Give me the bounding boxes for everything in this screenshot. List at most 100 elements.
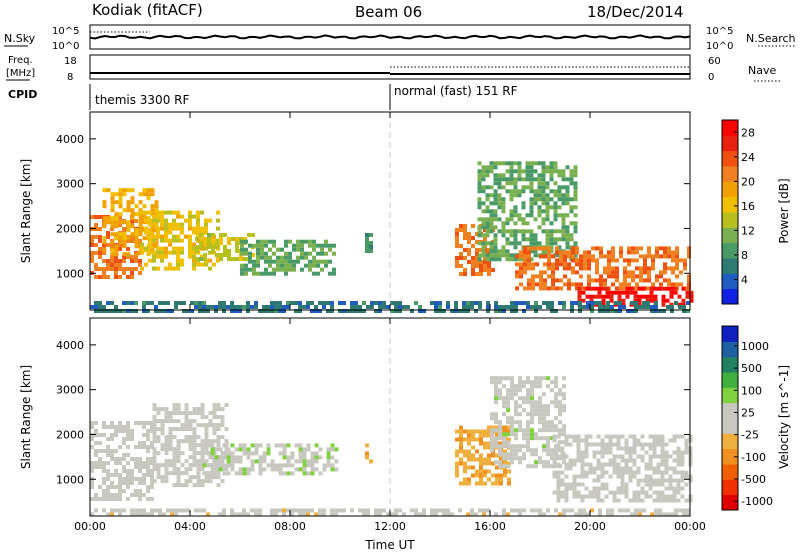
heatmap-cell bbox=[636, 442, 641, 447]
heatmap-cell bbox=[604, 446, 609, 451]
colorbar-swatch bbox=[722, 464, 738, 480]
heatmap-cell bbox=[196, 443, 201, 448]
heatmap-cell bbox=[154, 244, 159, 249]
heatmap-cell bbox=[592, 478, 597, 483]
heatmap-cell bbox=[334, 447, 339, 452]
heatmap-cell bbox=[578, 512, 582, 517]
heatmap-cell bbox=[176, 266, 180, 271]
heatmap-cell bbox=[535, 262, 539, 267]
heatmap-cell bbox=[204, 435, 209, 440]
heatmap-cell bbox=[494, 460, 498, 465]
heatmap-cell bbox=[270, 301, 274, 305]
heatmap-cell bbox=[199, 257, 203, 261]
colorbar-tick-label: -500 bbox=[741, 473, 766, 486]
heatmap-cell bbox=[560, 482, 565, 487]
heatmap-cell bbox=[538, 456, 542, 461]
heatmap-cell bbox=[594, 301, 598, 305]
heatmap-cell bbox=[634, 508, 638, 513]
heatmap-cell bbox=[274, 443, 279, 448]
heatmap-cell bbox=[110, 473, 114, 477]
heatmap-cell bbox=[490, 416, 494, 421]
heatmap-cell bbox=[678, 508, 682, 513]
heatmap-cell bbox=[110, 216, 115, 221]
heatmap-cell bbox=[670, 305, 674, 309]
heatmap-cell bbox=[471, 236, 475, 240]
heatmap-cell bbox=[509, 177, 514, 182]
heatmap-cell bbox=[539, 270, 543, 275]
heatmap-cell bbox=[94, 275, 98, 279]
heatmap-cell bbox=[478, 508, 482, 513]
heatmap-cell bbox=[621, 290, 626, 295]
heatmap-cell bbox=[479, 433, 483, 438]
heatmap-cell bbox=[533, 237, 538, 242]
heatmap-cell bbox=[668, 474, 673, 479]
heatmap-cell bbox=[219, 241, 223, 245]
heatmap-cell bbox=[192, 250, 196, 255]
heatmap-cell bbox=[126, 421, 130, 425]
heatmap-cell bbox=[509, 161, 514, 166]
heatmap-cell bbox=[126, 255, 130, 259]
heatmap-cell bbox=[200, 479, 205, 484]
heatmap-cell bbox=[114, 259, 118, 263]
heatmap-cell bbox=[158, 309, 162, 313]
heatmap-cell bbox=[224, 467, 229, 472]
heatmap-cell bbox=[559, 278, 563, 283]
heatmap-cell bbox=[222, 309, 226, 313]
heatmap-cell bbox=[552, 474, 557, 479]
colorbar-tick-label: 100 bbox=[741, 384, 762, 397]
heatmap-cell bbox=[507, 425, 511, 430]
heatmap-cell bbox=[676, 482, 681, 487]
heatmap-cell bbox=[634, 305, 638, 309]
heatmap-cell bbox=[510, 452, 514, 457]
y-tick-label: 3000 bbox=[56, 384, 84, 397]
heatmap-cell bbox=[114, 469, 118, 473]
heatmap-cell bbox=[146, 236, 151, 241]
heatmap-cell bbox=[559, 258, 563, 263]
heatmap-cell bbox=[550, 448, 554, 453]
heatmap-cell bbox=[493, 249, 498, 254]
heatmap-cell bbox=[454, 305, 458, 309]
heatmap-cell bbox=[200, 238, 204, 243]
heatmap-cell bbox=[94, 263, 98, 267]
heatmap-cell bbox=[624, 462, 629, 467]
heatmap-cell bbox=[168, 262, 172, 267]
heatmap-cell bbox=[286, 305, 290, 309]
heatmap-cell bbox=[314, 309, 318, 313]
heatmap-cell bbox=[522, 301, 526, 305]
heatmap-cell bbox=[378, 512, 382, 517]
heatmap-cell bbox=[556, 482, 561, 487]
heatmap-cell bbox=[539, 254, 543, 259]
heatmap-cell bbox=[200, 439, 205, 444]
heatmap-cell bbox=[142, 441, 146, 445]
colorbar-swatch bbox=[722, 258, 738, 274]
heatmap-cell bbox=[571, 282, 575, 287]
heatmap-cell bbox=[534, 460, 538, 465]
heatmap-cell bbox=[188, 419, 193, 424]
heatmap-cell bbox=[250, 443, 255, 448]
heatmap-cell bbox=[652, 454, 657, 459]
heatmap-cell bbox=[481, 249, 486, 254]
heatmap-cell bbox=[106, 453, 110, 457]
heatmap-cell bbox=[200, 226, 204, 231]
heatmap-cell bbox=[522, 384, 526, 389]
heatmap-cell bbox=[526, 432, 530, 437]
heatmap-cell bbox=[312, 263, 316, 268]
heatmap-cell bbox=[510, 301, 514, 305]
heatmap-cell bbox=[102, 305, 106, 309]
colorbar-tick-label: 500 bbox=[741, 362, 762, 375]
heatmap-cell bbox=[180, 226, 184, 231]
heatmap-cell bbox=[306, 305, 310, 309]
heatmap-cell bbox=[493, 201, 498, 206]
heatmap-cell bbox=[502, 456, 506, 461]
heatmap-cell bbox=[280, 247, 284, 252]
heatmap-cell bbox=[533, 253, 538, 258]
heatmap-cell bbox=[284, 271, 288, 276]
heatmap-cell bbox=[541, 209, 546, 214]
colorbar-swatch bbox=[722, 341, 738, 358]
heatmap-cell bbox=[656, 494, 661, 499]
heatmap-cell bbox=[481, 245, 486, 250]
heatmap-cell bbox=[576, 454, 581, 459]
heatmap-cell bbox=[606, 301, 610, 305]
heatmap-cell bbox=[306, 447, 311, 452]
heatmap-cell bbox=[550, 400, 554, 405]
